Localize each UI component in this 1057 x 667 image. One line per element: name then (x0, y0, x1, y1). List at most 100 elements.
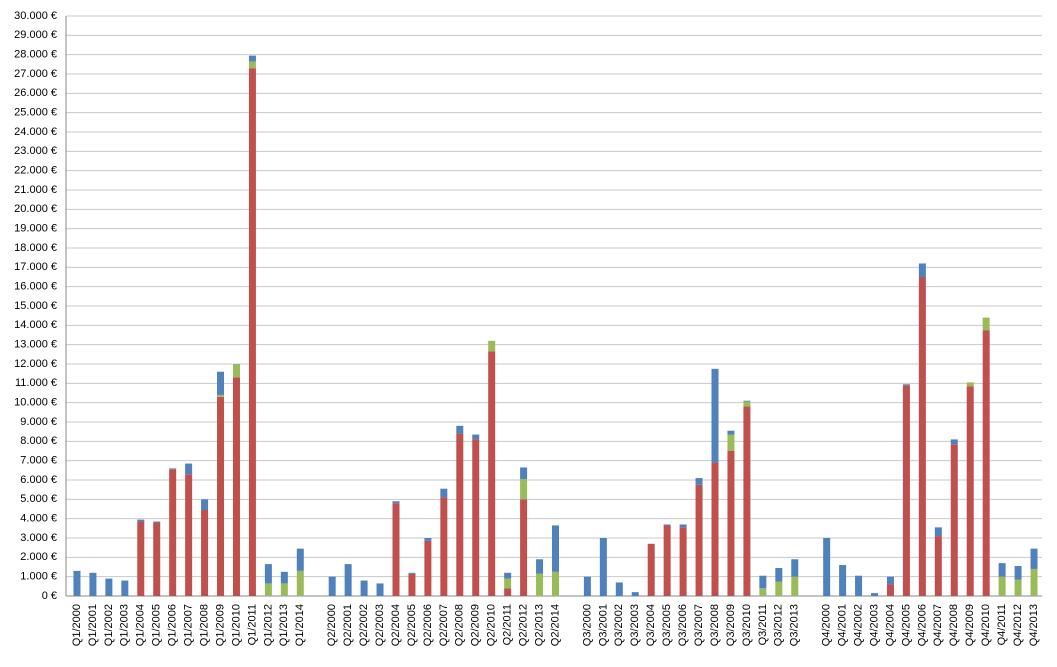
bar-segment (1030, 568, 1038, 596)
bar-segment (679, 527, 687, 596)
bar-segment (232, 364, 240, 378)
x-tick-label: Q4/2010 (980, 604, 992, 646)
x-tick-label: Q1/2009 (214, 604, 226, 646)
x-tick-label: Q4/2005 (900, 604, 912, 646)
bar-segment (727, 451, 735, 596)
x-tick-label: Q2/2009 (470, 604, 482, 646)
bar-segment (647, 543, 655, 596)
bar-segment (583, 576, 591, 596)
bar-segment (360, 580, 368, 596)
bar-segment (153, 522, 161, 596)
bar-segment (472, 434, 480, 440)
x-tick-label: Q1/2001 (87, 604, 99, 646)
x-tick-label: Q3/2001 (597, 604, 609, 646)
y-tick-label: 7.000 € (20, 455, 57, 467)
y-tick-label: 0 € (42, 590, 57, 602)
y-tick-label: 25.000 € (14, 107, 57, 119)
y-tick-label: 20.000 € (14, 203, 57, 215)
bar-segment (201, 499, 209, 510)
bar-segment (105, 578, 113, 596)
bar-segment (855, 575, 863, 596)
x-tick-label: Q3/2007 (693, 604, 705, 646)
bar-segment (456, 433, 464, 596)
bar-segment (137, 521, 145, 596)
x-tick-label: Q3/2013 (789, 604, 801, 646)
x-tick-label: Q2/2014 (549, 604, 561, 646)
bar-segment (615, 582, 623, 596)
bar-segment (727, 434, 735, 451)
x-tick-label: Q2/2006 (422, 604, 434, 646)
bar-segment (280, 571, 288, 584)
x-tick-label: Q1/2013 (278, 604, 290, 646)
bar-segment (552, 525, 559, 572)
bar-segment (998, 563, 1006, 577)
x-tick-label: Q1/2014 (294, 604, 306, 646)
bar-segment (504, 572, 512, 579)
bar-segment (73, 570, 81, 596)
x-tick-label: Q2/2000 (326, 604, 338, 646)
bar-segment (727, 430, 735, 435)
bar-segment (791, 576, 799, 596)
x-tick-label: Q2/2001 (342, 604, 354, 646)
bar-segment (759, 575, 767, 589)
bar-segment (886, 576, 894, 585)
x-tick-label: Q4/2000 (821, 604, 833, 646)
x-tick-label: Q1/2006 (167, 604, 179, 646)
x-tick-label: Q2/2012 (518, 604, 530, 646)
y-tick-label: 11.000 € (15, 377, 57, 389)
bar-segment (711, 368, 719, 463)
x-tick-label: Q4/2013 (1028, 604, 1040, 646)
bar-segment (408, 573, 416, 596)
bar-segment (966, 382, 974, 387)
x-tick-label: Q4/2011 (996, 604, 1008, 645)
bar-segment (775, 581, 783, 596)
y-tick-label: 1.000 € (20, 571, 57, 583)
x-tick-label: Q3/2006 (677, 604, 689, 646)
x-tick-label: Q3/2008 (709, 604, 721, 646)
bar-segment (536, 573, 544, 596)
bar-segment (902, 384, 910, 386)
y-tick-label: 18.000 € (14, 242, 57, 254)
bar-segment (1014, 566, 1022, 580)
x-tick-label: Q1/2010 (230, 604, 242, 646)
bar-segment (296, 570, 304, 596)
bar-segment (472, 439, 480, 596)
bar-segment (918, 263, 926, 277)
x-tick-label: Q4/2012 (1012, 604, 1024, 646)
x-tick-label: Q1/2012 (262, 604, 274, 646)
bar-segment (711, 462, 719, 596)
bar-segment (232, 377, 240, 596)
bar-segment (248, 68, 256, 596)
y-tick-label: 9.000 € (20, 416, 57, 428)
bar-segment (264, 583, 272, 596)
bar-segment (424, 540, 432, 596)
bar-segment (328, 576, 336, 596)
bar-segment (1014, 579, 1022, 596)
x-tick-label: Q2/2005 (406, 604, 418, 646)
x-tick-label: Q4/2004 (884, 604, 896, 646)
bar-segment (759, 588, 767, 596)
bar-segment (679, 524, 687, 528)
bar-segment (296, 548, 304, 571)
bar-segment (201, 509, 209, 596)
bar-segment (839, 565, 847, 596)
bar-segment (552, 571, 559, 596)
y-tick-label: 24.000 € (14, 126, 57, 138)
x-tick-label: Q1/2011 (246, 604, 258, 645)
y-tick-label: 19.000 € (14, 223, 57, 235)
bar-segment (520, 479, 528, 500)
y-tick-label: 8.000 € (20, 435, 57, 447)
bar-segment (280, 583, 288, 596)
x-tick-label: Q2/2013 (533, 604, 545, 646)
bar-segment (966, 386, 974, 596)
y-tick-label: 14.000 € (14, 319, 57, 331)
bar-segment (217, 396, 225, 596)
x-tick-label: Q2/2003 (374, 604, 386, 646)
bar-segment (504, 578, 512, 589)
bar-segment (488, 351, 496, 596)
y-tick-label: 21.000 € (14, 184, 57, 196)
bar-segment (169, 468, 177, 470)
bar-segment (217, 394, 225, 397)
bar-segment (743, 401, 751, 407)
bar-segment (695, 478, 703, 485)
